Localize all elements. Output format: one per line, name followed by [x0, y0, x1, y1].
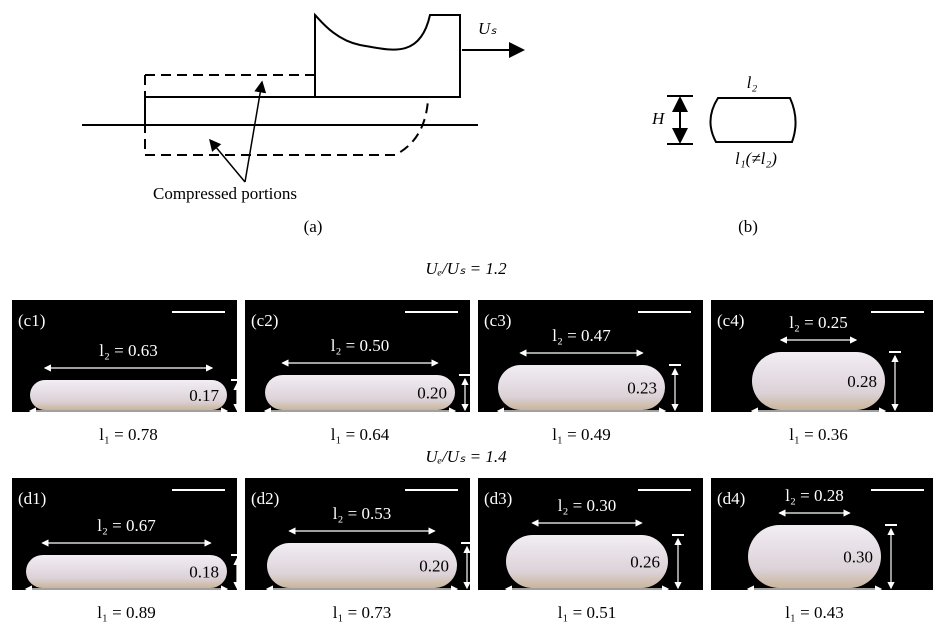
l1-label: l₁ = 0.73 — [333, 603, 392, 622]
l1-label: l₁ = 0.64 — [331, 425, 390, 444]
l2-label: l₂ = 0.63 — [99, 341, 158, 360]
l2-label: l₂ = 0.25 — [789, 313, 848, 332]
l2-label: l₂ = 0.47 — [552, 326, 611, 345]
panel-tag: (d2) — [251, 489, 279, 508]
top-label: l₂ — [747, 73, 758, 92]
l1-label: l₁ = 0.78 — [99, 425, 158, 444]
caption: (b) — [738, 217, 758, 236]
height-label: H — [651, 109, 666, 128]
panel-tag: (d3) — [484, 489, 512, 508]
panel-tag: (c3) — [484, 311, 511, 330]
height-label: 0.20 — [417, 383, 447, 402]
height-label: 0.20 — [419, 556, 449, 575]
velocity-label: Uₛ — [478, 19, 497, 38]
caption: (a) — [304, 217, 323, 236]
l2-label: l₂ = 0.50 — [331, 336, 390, 355]
l2-label: l₂ = 0.28 — [785, 486, 844, 505]
height-label: 0.17 — [189, 386, 219, 405]
height-label: 0.30 — [843, 547, 873, 566]
panel-tag: (d1) — [18, 489, 46, 508]
l2-label: l₂ = 0.53 — [333, 504, 392, 523]
bottom-label: l₁(≠l₂) — [735, 149, 777, 168]
note: Compressed portions — [153, 184, 297, 203]
row-title: Uₑ/Uₛ = 1.4 — [425, 447, 507, 466]
height-label: 0.26 — [630, 552, 660, 571]
panel-tag: (c2) — [251, 311, 278, 330]
height-label: 0.18 — [189, 562, 219, 581]
l2-label: l₂ = 0.30 — [558, 496, 617, 515]
row-title: Uₑ/Uₛ = 1.2 — [425, 259, 507, 278]
l1-label: l₁ = 0.49 — [552, 425, 611, 444]
panel-tag: (c4) — [717, 311, 744, 330]
figure: Uₛ Compressed portions (a) H l₂ l₁(≠l₂) … — [0, 0, 933, 630]
diagram-a — [82, 15, 523, 182]
l2-label: l₂ = 0.67 — [97, 516, 156, 535]
diagram-b — [667, 96, 796, 144]
l1-label: l₁ = 0.43 — [785, 603, 844, 622]
panel-tag: (d4) — [717, 489, 745, 508]
l1-label: l₁ = 0.36 — [789, 425, 848, 444]
height-label: 0.23 — [627, 378, 657, 397]
panel-tag: (c1) — [18, 311, 45, 330]
l1-label: l₁ = 0.89 — [97, 603, 156, 622]
height-label: 0.28 — [847, 372, 877, 391]
l1-label: l₁ = 0.51 — [558, 603, 617, 622]
